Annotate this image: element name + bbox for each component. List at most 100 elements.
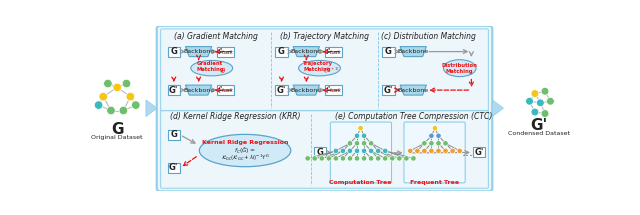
Ellipse shape: [191, 60, 233, 76]
Bar: [168, 163, 180, 173]
Circle shape: [397, 156, 402, 161]
Circle shape: [94, 101, 103, 109]
Text: $\xi^{(t+1)}$: $\xi^{(t+1)}$: [323, 66, 340, 76]
Circle shape: [333, 148, 339, 154]
Circle shape: [362, 133, 367, 138]
Text: $\theta$: $\theta$: [220, 66, 227, 75]
Text: Condensed Dataset: Condensed Dataset: [508, 131, 570, 136]
Circle shape: [457, 148, 462, 154]
Polygon shape: [400, 47, 426, 57]
Circle shape: [319, 156, 324, 161]
Circle shape: [355, 156, 360, 161]
Bar: [473, 147, 485, 157]
Circle shape: [429, 148, 434, 154]
Circle shape: [383, 148, 388, 154]
Circle shape: [450, 148, 455, 154]
Text: G': G': [277, 86, 286, 95]
Text: G: G: [385, 47, 392, 56]
FancyBboxPatch shape: [157, 26, 492, 191]
Ellipse shape: [444, 60, 476, 77]
Text: $\mathcal{L}_{task}$: $\mathcal{L}_{task}$: [324, 46, 342, 57]
Circle shape: [415, 148, 420, 154]
Circle shape: [429, 141, 434, 146]
Bar: [382, 85, 395, 95]
Bar: [217, 85, 234, 95]
FancyArrowPatch shape: [146, 100, 157, 117]
FancyArrowPatch shape: [492, 100, 504, 117]
Circle shape: [355, 148, 360, 154]
Circle shape: [547, 97, 554, 105]
Text: (c) Distribution Matching: (c) Distribution Matching: [381, 32, 476, 41]
Polygon shape: [293, 85, 319, 95]
Bar: [275, 47, 288, 57]
Polygon shape: [186, 47, 212, 57]
Circle shape: [333, 156, 339, 161]
Text: G: G: [278, 47, 285, 56]
Text: Backbone: Backbone: [397, 49, 429, 54]
Text: (e) Computation Tree Compression (CTC): (e) Computation Tree Compression (CTC): [335, 112, 492, 121]
Circle shape: [432, 126, 438, 131]
Text: $\mathcal{K}_{GC}(\mathcal{K}_{GC}+\lambda I)^{-1}Y^G$: $\mathcal{K}_{GC}(\mathcal{K}_{GC}+\lamb…: [221, 152, 269, 163]
Text: Kernel Ridge Regression: Kernel Ridge Regression: [202, 140, 289, 145]
Circle shape: [122, 79, 131, 88]
Circle shape: [531, 90, 539, 97]
Bar: [168, 130, 180, 140]
Text: ...: ...: [461, 146, 474, 159]
Circle shape: [369, 156, 374, 161]
Circle shape: [348, 148, 353, 154]
Circle shape: [340, 156, 346, 161]
Text: $\mathcal{L}_{task}$: $\mathcal{L}_{task}$: [324, 85, 342, 95]
Bar: [325, 47, 342, 57]
Text: G': G': [169, 86, 179, 95]
Circle shape: [436, 141, 441, 146]
Circle shape: [443, 141, 448, 146]
Circle shape: [126, 92, 134, 101]
Bar: [168, 47, 180, 57]
Circle shape: [436, 133, 441, 138]
Circle shape: [531, 108, 539, 116]
Circle shape: [536, 99, 544, 107]
Circle shape: [408, 148, 413, 154]
Bar: [382, 47, 395, 57]
Circle shape: [369, 141, 374, 146]
Bar: [275, 85, 288, 95]
FancyBboxPatch shape: [161, 111, 488, 188]
Bar: [325, 85, 342, 95]
Text: Backbone: Backbone: [291, 49, 322, 54]
Circle shape: [541, 110, 549, 117]
Circle shape: [348, 141, 353, 146]
FancyBboxPatch shape: [330, 122, 392, 183]
Text: Trajectory
Matching: Trajectory Matching: [302, 61, 332, 72]
Text: Backbone: Backbone: [397, 88, 429, 93]
Circle shape: [525, 97, 533, 105]
Circle shape: [99, 92, 108, 101]
Text: G: G: [317, 148, 324, 157]
Circle shape: [305, 156, 310, 161]
Circle shape: [422, 148, 427, 154]
Text: (d) Kernel Ridge Regression (KRR): (d) Kernel Ridge Regression (KRR): [170, 112, 300, 121]
Text: Backbone: Backbone: [291, 88, 322, 93]
Text: Distribution
Matching: Distribution Matching: [442, 63, 477, 74]
Polygon shape: [186, 85, 212, 95]
Text: $f_C(\hat{G}) =$: $f_C(\hat{G}) =$: [234, 145, 256, 156]
Circle shape: [404, 156, 409, 161]
Circle shape: [383, 156, 388, 161]
Circle shape: [355, 133, 360, 138]
Circle shape: [312, 156, 317, 161]
Text: $\mathcal{L}_{task}$: $\mathcal{L}_{task}$: [217, 85, 234, 95]
Circle shape: [362, 141, 367, 146]
Ellipse shape: [199, 134, 291, 167]
Circle shape: [119, 106, 127, 115]
Text: G: G: [170, 130, 177, 139]
Circle shape: [376, 156, 381, 161]
Circle shape: [132, 101, 140, 109]
Text: Backbone: Backbone: [183, 88, 214, 93]
Circle shape: [362, 156, 367, 161]
Text: $\mathcal{L}_{task}$: $\mathcal{L}_{task}$: [217, 46, 234, 57]
Bar: [168, 85, 180, 95]
Polygon shape: [400, 85, 426, 95]
Text: (b) Trajectory Matching: (b) Trajectory Matching: [280, 32, 369, 41]
Circle shape: [369, 148, 374, 154]
Text: G': G': [384, 86, 393, 95]
Circle shape: [340, 148, 346, 154]
